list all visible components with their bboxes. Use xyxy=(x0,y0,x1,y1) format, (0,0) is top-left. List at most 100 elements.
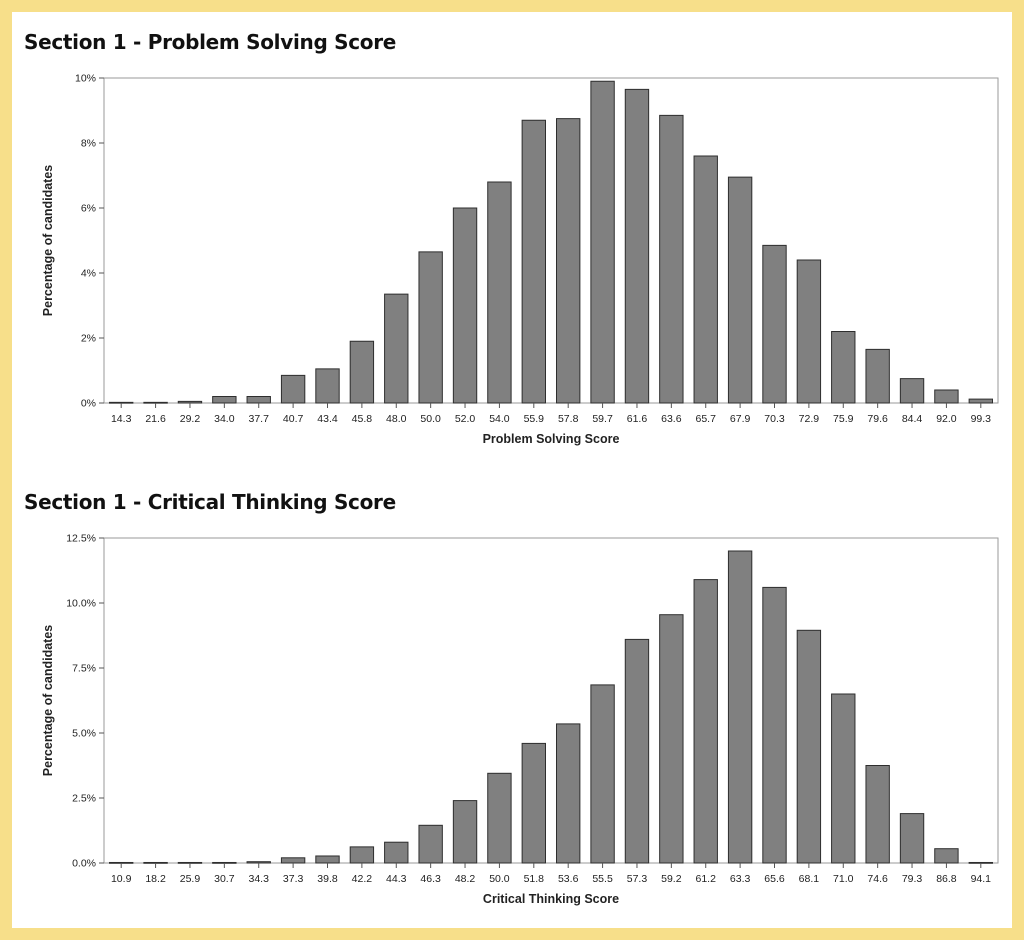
critical-thinking-y-tick-label: 2.5% xyxy=(72,793,96,805)
critical-thinking-x-tick-label: 74.6 xyxy=(867,873,888,885)
problem-solving-bar xyxy=(590,80,615,404)
problem-solving-bar xyxy=(727,176,753,404)
problem-solving-x-tick-label: 59.7 xyxy=(592,413,613,425)
problem-solving-bar xyxy=(487,181,512,404)
problem-solving-x-tick-label: 92.0 xyxy=(936,413,957,425)
problem-solving-x-tick-label: 37.7 xyxy=(249,413,270,425)
critical-thinking-bar xyxy=(693,579,718,864)
critical-thinking-y-tick-label: 12.5% xyxy=(66,533,96,545)
problem-solving-x-tick-label: 57.8 xyxy=(558,413,579,425)
critical-thinking-x-tick-label: 61.2 xyxy=(696,873,717,885)
critical-thinking-y-tick-label: 0.0% xyxy=(72,858,96,870)
critical-thinking-x-tick-label: 53.6 xyxy=(558,873,579,885)
critical-thinking-bar xyxy=(280,857,306,864)
critical-thinking-x-tick-label: 30.7 xyxy=(214,873,235,885)
critical-thinking-x-tick-label: 46.3 xyxy=(420,873,441,885)
critical-thinking-bar xyxy=(590,684,615,864)
critical-thinking-x-tick-label: 65.6 xyxy=(764,873,785,885)
problem-solving-bar xyxy=(831,331,856,404)
critical-thinking-x-tick-label: 68.1 xyxy=(799,873,820,885)
critical-thinking-y-axis-label: Percentage of candidates xyxy=(41,625,55,776)
problem-solving-y-tick-label: 8% xyxy=(81,138,96,150)
critical-thinking-x-tick-label: 39.8 xyxy=(317,873,338,885)
critical-thinking-x-tick-label: 10.9 xyxy=(111,873,132,885)
critical-thinking-x-tick-label: 63.3 xyxy=(730,873,751,885)
critical-thinking-bar xyxy=(659,614,684,864)
problem-solving-bar xyxy=(452,207,478,404)
problem-solving-bar xyxy=(246,396,271,404)
problem-solving-x-tick-label: 54.0 xyxy=(489,413,510,425)
critical-thinking-y-tick-label: 10.0% xyxy=(66,598,96,610)
problem-solving-y-axis-label: Percentage of candidates xyxy=(41,165,55,316)
problem-solving-bar xyxy=(865,348,890,404)
problem-solving-bar xyxy=(968,398,993,404)
problem-solving-x-tick-label: 52.0 xyxy=(455,413,476,425)
problem-solving-x-tick-label: 29.2 xyxy=(180,413,201,425)
problem-solving-bar xyxy=(521,119,546,404)
problem-solving-bar xyxy=(418,251,443,404)
problem-solving-bar xyxy=(280,374,306,404)
problem-solving-x-tick-label: 72.9 xyxy=(799,413,820,425)
problem-solving-x-tick-label: 70.3 xyxy=(764,413,785,425)
critical-thinking-chart: 0.0% 2.5% 5.0% 7.5% 10.0% 12.5% 10.9 18.2 25.9 30… xyxy=(41,533,999,906)
problem-solving-x-tick-label: 63.6 xyxy=(661,413,682,425)
problem-solving-x-tick-label: 79.6 xyxy=(867,413,888,425)
problem-solving-bar xyxy=(384,293,409,404)
critical-thinking-bar xyxy=(865,765,890,864)
critical-thinking-y-tick-label: 7.5% xyxy=(72,663,96,675)
problem-solving-y-tick-label: 4% xyxy=(81,268,96,280)
critical-thinking-x-tick-label: 25.9 xyxy=(180,873,201,885)
problem-solving-x-tick-label: 34.0 xyxy=(214,413,235,425)
problem-solving-x-tick-label: 61.6 xyxy=(627,413,648,425)
problem-solving-bar xyxy=(659,114,684,404)
critical-thinking-x-tick-label: 51.8 xyxy=(524,873,545,885)
problem-solving-x-tick-label: 65.7 xyxy=(696,413,717,425)
problem-solving-bar xyxy=(762,244,787,404)
critical-thinking-bar xyxy=(521,742,546,864)
critical-thinking-bar xyxy=(246,861,271,864)
chart-title-critical-thinking: Section 1 - Critical Thinking Score xyxy=(24,490,396,514)
problem-solving-x-tick-label: 99.3 xyxy=(971,413,992,425)
critical-thinking-x-tick-label: 55.5 xyxy=(592,873,613,885)
problem-solving-bar xyxy=(349,340,375,404)
critical-thinking-bar xyxy=(796,629,822,864)
problem-solving-x-tick-label: 40.7 xyxy=(283,413,304,425)
problem-solving-x-tick-label: 55.9 xyxy=(524,413,545,425)
critical-thinking-bar xyxy=(762,586,787,864)
critical-thinking-y-tick-label: 5.0% xyxy=(72,728,96,740)
critical-thinking-x-tick-label: 50.0 xyxy=(489,873,510,885)
critical-thinking-x-tick-label: 94.1 xyxy=(971,873,992,885)
problem-solving-x-tick-label: 14.3 xyxy=(111,413,132,425)
problem-solving-bar xyxy=(899,378,925,404)
problem-solving-bar xyxy=(556,118,581,404)
critical-thinking-bar xyxy=(487,772,512,864)
problem-solving-x-tick-label: 48.0 xyxy=(386,413,407,425)
problem-solving-x-tick-label: 67.9 xyxy=(730,413,751,425)
problem-solving-x-tick-label: 45.8 xyxy=(352,413,373,425)
problem-solving-x-tick-label: 21.6 xyxy=(145,413,166,425)
problem-solving-bar xyxy=(315,368,340,404)
problem-solving-chart: 0% 2% 4% 6% 8% 10% 14.3 21.6 29.2 34.0 37.7 40.7 43.… xyxy=(41,73,999,446)
problem-solving-y-tick-label: 10% xyxy=(75,73,96,85)
critical-thinking-bar xyxy=(384,841,409,864)
problem-solving-y-tick-label: 6% xyxy=(81,203,96,215)
page-card: Section 1 - Problem Solving Score 0% 2% 4%… xyxy=(12,12,1012,928)
chart-title-problem-solving: Section 1 - Problem Solving Score xyxy=(24,30,397,54)
critical-thinking-x-tick-label: 71.0 xyxy=(833,873,854,885)
critical-thinking-bar xyxy=(624,638,650,864)
problem-solving-y-tick-label: 0% xyxy=(81,398,96,410)
problem-solving-plot-frame xyxy=(103,77,999,404)
critical-thinking-bar xyxy=(452,800,478,864)
problem-solving-x-tick-label: 75.9 xyxy=(833,413,854,425)
critical-thinking-bar xyxy=(727,550,753,864)
problem-solving-y-tick-label: 2% xyxy=(81,333,96,345)
critical-thinking-x-axis-label: Critical Thinking Score xyxy=(483,892,619,906)
problem-solving-bar xyxy=(934,389,959,404)
problem-solving-bar xyxy=(624,88,650,404)
critical-thinking-bar xyxy=(934,848,959,864)
critical-thinking-x-tick-label: 18.2 xyxy=(145,873,166,885)
problem-solving-x-tick-label: 50.0 xyxy=(420,413,441,425)
critical-thinking-x-tick-label: 48.2 xyxy=(455,873,476,885)
critical-thinking-x-tick-label: 44.3 xyxy=(386,873,407,885)
critical-thinking-plot-frame xyxy=(103,537,999,864)
